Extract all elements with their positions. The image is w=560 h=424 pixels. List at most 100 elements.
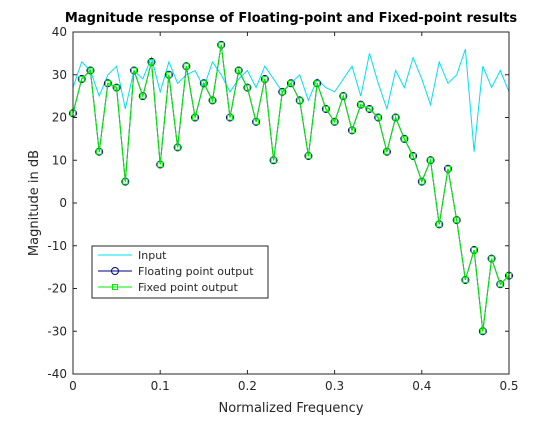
data-point-circle: [138, 92, 147, 101]
data-point-square: [104, 80, 111, 87]
y-tick-label: 40: [52, 25, 67, 39]
data-point-square: [331, 118, 338, 125]
plot-box: [72, 31, 510, 375]
legend-label: Floating point output: [138, 265, 254, 278]
y-tick-label: 30: [52, 68, 67, 82]
y-tick-label: -10: [47, 239, 67, 253]
data-point-square: [139, 93, 146, 100]
data-point-circle: [382, 147, 391, 156]
data-point-square: [113, 84, 120, 91]
data-point-circle: [208, 96, 217, 105]
data-point-square: [340, 93, 347, 100]
y-tick-label: -40: [47, 367, 67, 381]
data-point-square: [444, 165, 451, 172]
x-axis-label: Normalized Frequency: [218, 401, 363, 416]
x-tick-label: 0: [69, 379, 77, 393]
data-point-square: [253, 118, 260, 125]
y-axis-label: Magnitude in dB: [27, 150, 42, 256]
legend: Input Floating point output Fixed point ou…: [91, 245, 269, 299]
data-point-circle: [365, 104, 374, 113]
legend-label: Fixed point output: [138, 281, 239, 294]
data-point-square: [427, 157, 434, 164]
data-point-square: [226, 114, 233, 121]
data-point-square: [357, 101, 364, 108]
data-point-circle: [191, 113, 200, 122]
data-point-square: [87, 67, 94, 74]
data-point-square: [157, 161, 164, 168]
data-point-circle: [199, 79, 208, 88]
y-tick-label: 0: [59, 196, 67, 210]
data-point-square: [174, 144, 181, 151]
data-point-square: [209, 97, 216, 104]
data-point-square: [462, 276, 469, 283]
data-point-square: [78, 76, 85, 83]
data-point-square: [131, 67, 138, 74]
data-point-square: [471, 247, 478, 254]
data-point-square: [383, 148, 390, 155]
y-tick-label: -20: [47, 282, 67, 296]
data-point-square: [261, 76, 268, 83]
data-point-square: [366, 105, 373, 112]
data-point-square: [200, 80, 207, 87]
data-point-square: [218, 41, 225, 48]
data-point-square: [235, 67, 242, 74]
series-line: [72, 44, 510, 332]
data-point-square: [322, 105, 329, 112]
data-point-square: [96, 148, 103, 155]
x-tick-label: 0.3: [325, 379, 344, 393]
legend-marker-circle: [111, 267, 119, 275]
data-point-square: [244, 84, 251, 91]
axes-layer: 0 0.1 0.2 0.3 0.4 0.5 -40 -30 -20 -10 0 10 20 30 40: [47, 25, 518, 393]
data-point-circle: [391, 113, 400, 122]
data-point-square: [148, 58, 155, 65]
x-tick-label: 0.1: [151, 379, 170, 393]
series-fixed-point-output: [70, 41, 512, 335]
legend-label: Input: [138, 249, 167, 262]
data-point-square: [165, 71, 172, 78]
data-point-circle: [356, 100, 365, 109]
data-point-circle: [496, 280, 505, 289]
data-point-square: [497, 281, 504, 288]
data-point-circle: [321, 104, 330, 113]
data-point-square: [288, 80, 294, 87]
legend-item: Input: [98, 249, 167, 262]
data-point-circle: [287, 79, 295, 88]
data-point-square: [410, 152, 417, 159]
data-point-circle: [417, 177, 426, 186]
data-point-square: [192, 114, 199, 121]
data-point-square: [122, 178, 129, 185]
series-layer: [69, 40, 513, 336]
data-point-square: [401, 135, 408, 142]
y-tick-label: 20: [52, 111, 67, 125]
data-point-circle: [77, 75, 86, 84]
data-point-circle: [443, 164, 452, 173]
data-point-circle: [234, 66, 243, 75]
legend-marker-square: [112, 284, 118, 290]
data-point-square: [349, 127, 356, 134]
data-point-circle: [252, 117, 261, 126]
data-point-square: [479, 328, 486, 335]
data-point-square: [183, 63, 190, 70]
legend-item: Fixed point output: [98, 281, 239, 294]
data-point-square: [453, 217, 460, 224]
x-tick-label: 0.2: [238, 379, 257, 393]
x-tick-label: 0.5: [499, 379, 518, 393]
chart-title: Magnitude response of Floating-point and…: [65, 11, 518, 26]
data-point-circle: [452, 216, 461, 225]
data-point-square: [375, 114, 382, 121]
data-point-circle: [295, 96, 304, 105]
data-point-square: [279, 88, 286, 95]
data-point-square: [305, 152, 312, 159]
data-point-square: [392, 114, 399, 121]
data-point-circle: [348, 126, 357, 135]
data-point-square: [418, 178, 425, 185]
y-tick-label: 10: [52, 153, 67, 167]
legend-item: Floating point output: [98, 265, 254, 278]
data-point-circle: [409, 151, 418, 160]
data-point-circle: [400, 134, 409, 143]
data-point-circle: [435, 220, 444, 229]
data-point-square: [436, 221, 443, 228]
data-point-square: [314, 80, 321, 87]
